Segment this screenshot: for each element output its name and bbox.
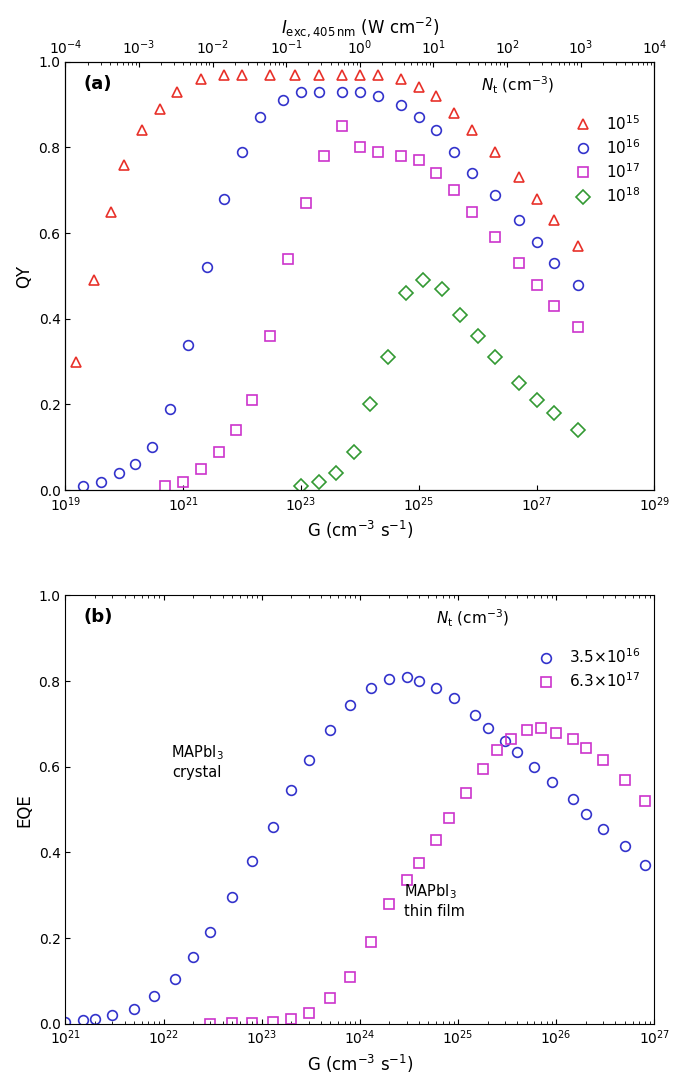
Y-axis label: EQE: EQE bbox=[15, 792, 33, 826]
Text: MAPbI$_3$
crystal: MAPbI$_3$ crystal bbox=[171, 743, 223, 779]
Text: (a): (a) bbox=[83, 74, 112, 93]
X-axis label: G (cm$^{-3}$ s$^{-1}$): G (cm$^{-3}$ s$^{-1}$) bbox=[306, 519, 413, 542]
Text: $N_{\mathrm{t}}$ (cm$^{-3}$): $N_{\mathrm{t}}$ (cm$^{-3}$) bbox=[481, 74, 553, 96]
X-axis label: G (cm$^{-3}$ s$^{-1}$): G (cm$^{-3}$ s$^{-1}$) bbox=[306, 1053, 413, 1075]
Y-axis label: QY: QY bbox=[15, 265, 33, 288]
Text: $N_{\mathrm{t}}$ (cm$^{-3}$): $N_{\mathrm{t}}$ (cm$^{-3}$) bbox=[436, 608, 510, 629]
Legend: 3.5×$10^{16}$, 6.3×$10^{17}$: 3.5×$10^{16}$, 6.3×$10^{17}$ bbox=[525, 642, 647, 697]
Text: MAPbI$_3$
thin film: MAPbI$_3$ thin film bbox=[403, 883, 464, 919]
X-axis label: $I_{\mathrm{exc,405\,nm}}$ (W cm$^{-2}$): $I_{\mathrm{exc,405\,nm}}$ (W cm$^{-2}$) bbox=[281, 15, 439, 39]
Text: (b): (b) bbox=[83, 608, 112, 627]
Legend: $10^{15}$, $10^{16}$, $10^{17}$, $10^{18}$: $10^{15}$, $10^{16}$, $10^{17}$, $10^{18… bbox=[562, 108, 647, 211]
